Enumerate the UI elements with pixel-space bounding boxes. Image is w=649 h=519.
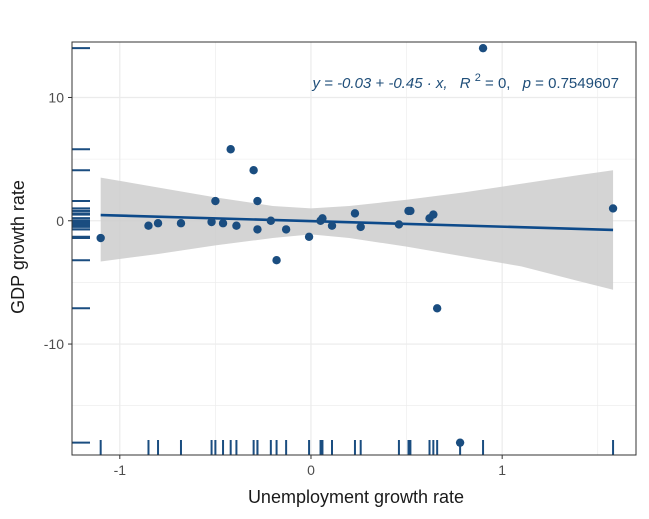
x-axis-title: Unemployment growth rate <box>248 487 464 507</box>
annotation-r2-exponent: 2 <box>475 72 481 84</box>
annotation-p-value: = 0.7549607 <box>535 75 619 92</box>
data-point <box>272 256 281 265</box>
data-point <box>96 233 105 243</box>
x-tick-label: 0 <box>307 462 315 478</box>
data-point <box>281 225 291 234</box>
y-tick-label: 10 <box>48 89 64 105</box>
annotation-p-label: p <box>522 75 531 92</box>
data-point <box>318 214 327 223</box>
data-point <box>153 219 163 228</box>
data-point <box>406 206 415 216</box>
data-point <box>304 232 314 241</box>
confidence-band-group <box>100 170 614 290</box>
data-point <box>432 304 442 313</box>
data-point <box>232 221 241 230</box>
data-point <box>253 225 262 234</box>
data-point <box>176 219 186 228</box>
rug-marks <box>72 47 615 455</box>
data-point <box>394 220 404 229</box>
y-tick-label: 0 <box>56 213 64 229</box>
data-points <box>96 43 618 447</box>
regression-annotation: y = -0.03 + -0.45 · x, R 2 = 0, p = 0.75… <box>311 68 619 92</box>
panel-border <box>71 41 637 456</box>
data-point <box>218 219 228 228</box>
regression-line-group <box>100 213 614 232</box>
x-tick-label: -1 <box>114 462 127 478</box>
data-point <box>455 438 465 447</box>
data-point <box>266 216 276 225</box>
data-point <box>207 217 216 227</box>
data-point <box>356 222 365 232</box>
data-point <box>478 43 488 53</box>
y-axis-title: GDP growth rate <box>8 180 28 314</box>
y-tick-label: -10 <box>44 336 64 352</box>
data-point <box>144 221 153 230</box>
annotation-r2-label: R <box>460 75 471 92</box>
data-point <box>608 204 618 213</box>
x-tick-label: 1 <box>498 462 506 478</box>
data-point <box>226 145 235 154</box>
confidence-band <box>100 170 614 290</box>
regression-line <box>100 213 614 232</box>
data-point <box>211 196 220 206</box>
data-point <box>429 210 438 219</box>
annotation-equation: y = -0.03 + -0.45 · x, <box>311 75 447 92</box>
data-point <box>249 166 258 175</box>
data-point <box>327 221 337 230</box>
annotation-r2-value: = 0, <box>485 75 510 92</box>
data-point <box>253 196 262 206</box>
data-point <box>350 209 360 218</box>
